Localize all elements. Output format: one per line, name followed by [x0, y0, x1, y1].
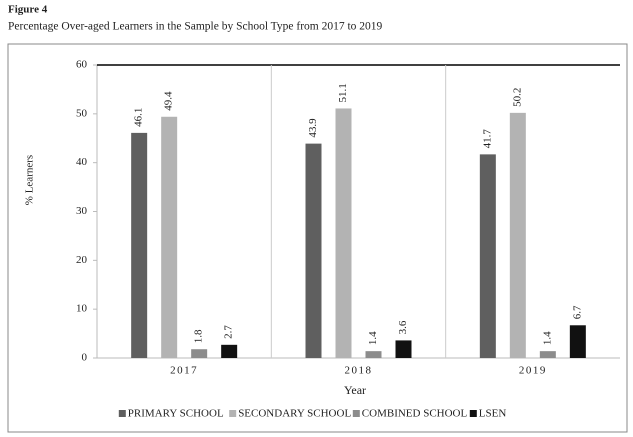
bar: [191, 349, 208, 358]
bar: [305, 143, 322, 358]
bar: [221, 344, 238, 358]
data-label: 1.4: [367, 331, 379, 345]
y-tick-label: 10: [76, 303, 88, 315]
chart-title: Percentage Over-aged Learners in the Sam…: [8, 21, 383, 33]
bar: [569, 325, 586, 358]
bar: [161, 116, 178, 358]
legend-swatch: [352, 410, 360, 417]
legend-swatch: [118, 410, 126, 417]
data-label: 49.4: [163, 91, 175, 111]
y-tick-label: 20: [76, 254, 88, 266]
y-axis-label: % Learners: [24, 155, 36, 205]
x-tick-label: 2017: [170, 365, 198, 377]
data-label: 6.7: [571, 305, 583, 319]
legend-label: LSEN: [479, 408, 507, 420]
data-label: 51.1: [337, 83, 349, 102]
legend-swatch: [229, 410, 237, 417]
bar: [365, 351, 382, 358]
x-tick-label: 2019: [519, 365, 547, 377]
data-label: 1.4: [541, 331, 553, 345]
data-label: 3.6: [397, 320, 409, 334]
bar: [131, 132, 148, 358]
data-label: 43.9: [307, 118, 319, 138]
figure-label: Figure 4: [8, 4, 48, 16]
legend-label: COMBINED SCHOOL: [362, 408, 468, 420]
x-tick-label: 2018: [345, 365, 373, 377]
bar: [395, 340, 412, 358]
y-tick-label: 30: [76, 205, 88, 217]
data-label: 46.1: [133, 108, 145, 127]
y-tick-label: 40: [76, 156, 88, 168]
bar: [509, 112, 526, 359]
legend-label: PRIMARY SCHOOL: [128, 408, 224, 420]
bar: [539, 351, 556, 358]
bar: [335, 108, 352, 358]
y-tick-label: 50: [76, 107, 88, 119]
data-label: 1.8: [193, 329, 205, 343]
legend-swatch: [469, 410, 477, 417]
y-tick-label: 60: [76, 59, 88, 71]
y-tick-label: 0: [82, 352, 88, 364]
chart-border: [7, 43, 628, 433]
data-label: 2.7: [223, 325, 235, 339]
x-axis-label: Year: [344, 383, 366, 397]
data-label: 41.7: [481, 129, 493, 149]
data-label: 50.2: [511, 88, 523, 107]
legend-label: SECONDARY SCHOOL: [238, 408, 351, 420]
bar: [479, 154, 496, 358]
